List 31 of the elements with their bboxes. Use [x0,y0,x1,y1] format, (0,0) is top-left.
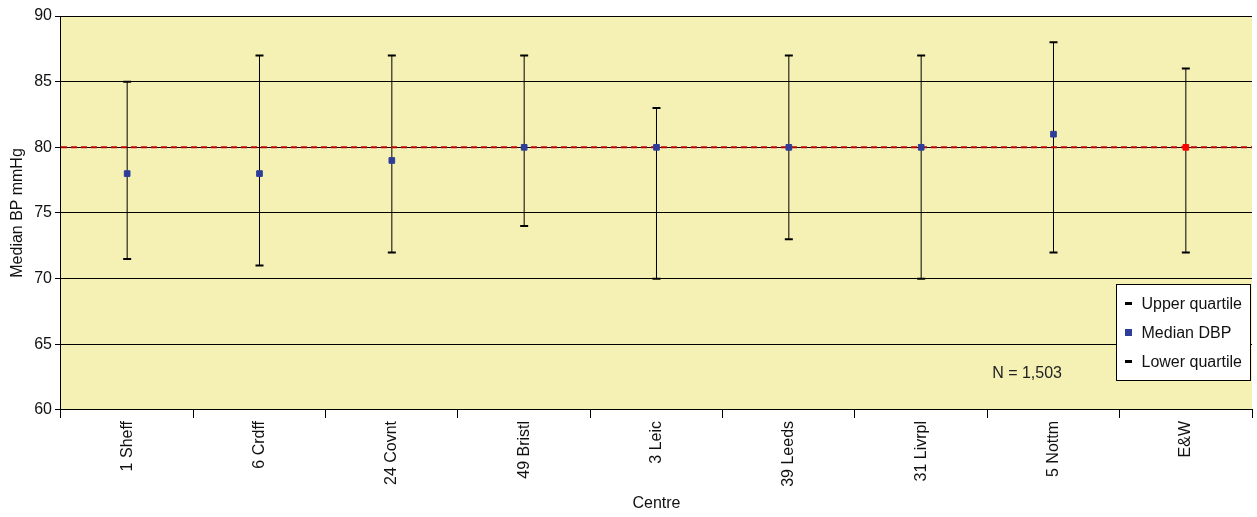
y-tick-label: 70 [34,269,53,287]
point [256,170,263,177]
y-tick-label: 90 [34,6,53,24]
annotation: N = 1,503 [992,364,1063,382]
y-tick-label: 85 [34,72,53,90]
x-tick-label: 31 Livrpl [911,420,929,482]
x-tick-label: E&W [1176,420,1194,458]
x-tick-label: 1 Sheff [117,420,135,472]
y-tick-label: 80 [34,137,53,155]
y-tick-label: 75 [34,203,53,221]
x-tick-label: 3 Leic [646,420,664,464]
legend-label: Median DBP [1141,323,1232,342]
point [1050,130,1057,138]
point [388,157,396,164]
point [123,170,131,177]
point [785,143,793,151]
legend-label: Lower quartile [1141,352,1242,371]
point [1182,143,1190,151]
x-tick-label: 6 Crdff [249,420,267,469]
y-tick-label: 65 [34,334,53,352]
point [520,143,528,151]
x-tick-label: 5 Nottm [1043,420,1061,477]
y-axis-title: Median BP mmHg [8,148,26,278]
point [653,143,660,151]
legend-label: Upper quartile [1141,294,1242,313]
y-tick-label: 60 [34,400,53,418]
x-axis-title: Centre [632,493,681,511]
x-tick-label: 49 Bristl [514,420,532,479]
point [917,143,925,151]
x-tick-label: 39 Leeds [779,420,797,487]
x-tick-label: 24 Covnt [382,420,400,486]
